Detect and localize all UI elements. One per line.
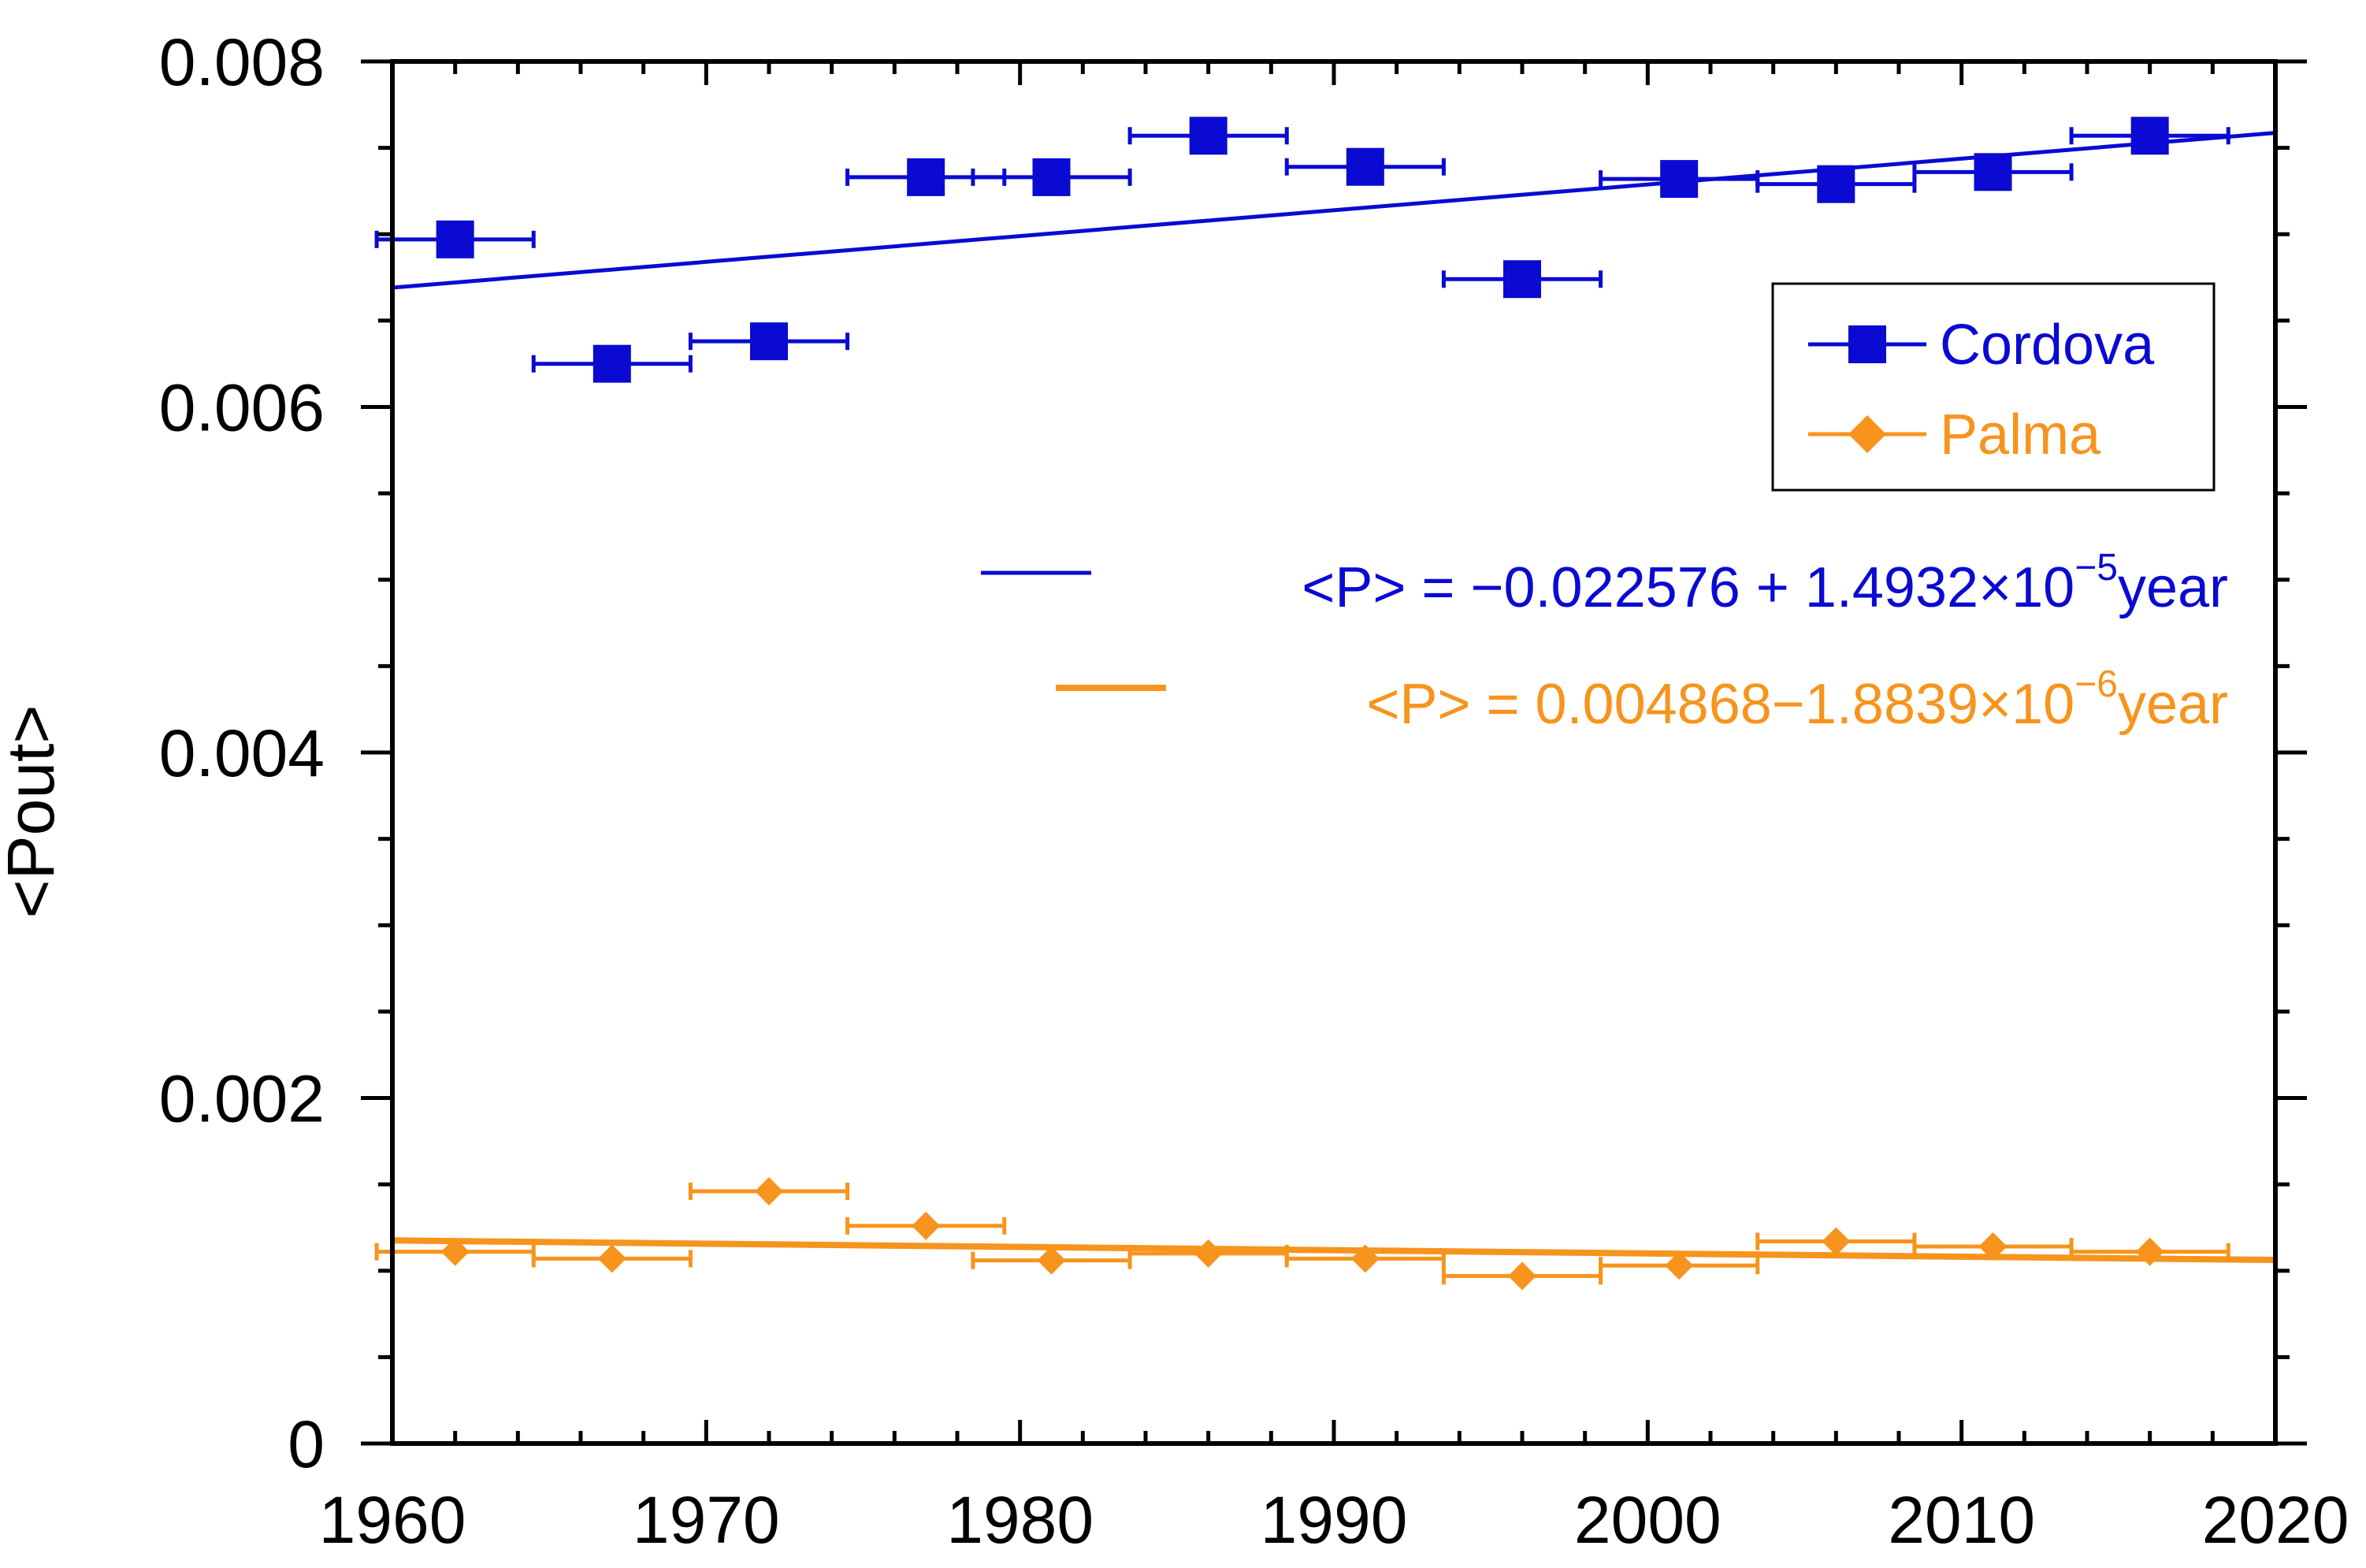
data-point-cordova	[750, 322, 788, 361]
data-point-palma	[1194, 1239, 1223, 1268]
y-tick-label-0: 0	[288, 1407, 325, 1481]
equation-main-palma: <P> = 0.004868−1.8839×10	[1366, 673, 2074, 736]
data-point-cordova	[2130, 117, 2169, 155]
x-tick-label-1960: 1960	[319, 1483, 466, 1557]
data-point-palma	[2135, 1237, 2164, 1266]
data-point-palma	[1665, 1251, 1694, 1280]
legend-entry-cordova: Cordova	[1808, 314, 2155, 377]
equation-palma: <P> = 0.004868−1.8839×10−6year	[1056, 663, 2228, 736]
tick-labels: 1960 1970 1980 1990 2000 2010 2020 0 0.002 0.004 0…	[159, 25, 2349, 1557]
data-point-cordova	[592, 344, 631, 383]
fit-line-cordova	[392, 131, 2276, 290]
y-tick-label-0.008: 0.008	[159, 25, 325, 99]
legend-label-palma: Palma	[1940, 403, 2101, 466]
data-point-palma	[1978, 1232, 2008, 1261]
legend-entry-palma: Palma	[1808, 403, 2101, 466]
data-point-cordova	[1660, 160, 1699, 199]
data-point-palma	[1508, 1261, 1536, 1291]
data-point-palma	[597, 1244, 626, 1273]
data-points	[436, 117, 2169, 1291]
data-point-palma	[1350, 1244, 1380, 1273]
y-axis-label: <Pout>	[0, 705, 68, 919]
legend-label-cordova: Cordova	[1940, 314, 2155, 377]
legend-marker-cordova	[1848, 325, 1886, 363]
x-tick-label-1990: 1990	[1261, 1483, 1408, 1557]
x-tick-label-2010: 2010	[1888, 1483, 2035, 1557]
equation-text-cordova: <P> = −0.022576 + 1.4932×10−5year	[1302, 547, 2228, 619]
data-point-cordova	[1974, 153, 2012, 191]
legend-marker-palma	[1848, 415, 1886, 453]
data-point-cordova	[907, 158, 945, 196]
data-point-cordova	[1189, 117, 1228, 155]
data-point-palma	[1822, 1227, 1851, 1256]
x-tick-label-2020: 2020	[2202, 1483, 2349, 1557]
fit-lines	[392, 131, 2276, 1264]
equation-exponent-cordova: −5	[2074, 547, 2118, 589]
equation-text-palma: <P> = 0.004868−1.8839×10−6year	[1366, 663, 2228, 736]
data-point-cordova	[436, 220, 474, 258]
data-point-cordova	[1817, 165, 1855, 203]
tick-marks	[361, 59, 2307, 1446]
y-tick-label-0.002: 0.002	[159, 1062, 325, 1136]
equation-tail-palma: year	[2118, 673, 2228, 736]
x-tick-label-2000: 2000	[1574, 1483, 1722, 1557]
legend: Cordova Palma	[1771, 282, 2216, 492]
y-tick-label-0.004: 0.004	[159, 716, 325, 790]
data-point-palma	[1037, 1246, 1066, 1275]
x-tick-label-1980: 1980	[946, 1483, 1094, 1557]
equation-exponent-palma: −6	[2074, 663, 2118, 705]
equation-cordova: <P> = −0.022576 + 1.4932×10−5year	[981, 547, 2228, 619]
legend-box	[1771, 282, 2216, 492]
fit-line-palma	[392, 1237, 2276, 1264]
data-point-cordova	[1346, 147, 1384, 186]
equation-main-cordova: <P> = −0.022576 + 1.4932×10	[1302, 556, 2074, 619]
fit-equations: <P> = −0.022576 + 1.4932×10−5year <P> = …	[981, 547, 2228, 736]
data-point-palma	[912, 1211, 941, 1240]
y-tick-label-0.006: 0.006	[159, 371, 325, 445]
x-tick-label-1970: 1970	[633, 1483, 780, 1557]
data-point-palma	[755, 1176, 783, 1206]
data-point-palma	[440, 1237, 470, 1266]
data-point-cordova	[1503, 260, 1541, 299]
data-point-cordova	[1032, 158, 1071, 196]
equation-tail-cordova: year	[2118, 556, 2228, 619]
